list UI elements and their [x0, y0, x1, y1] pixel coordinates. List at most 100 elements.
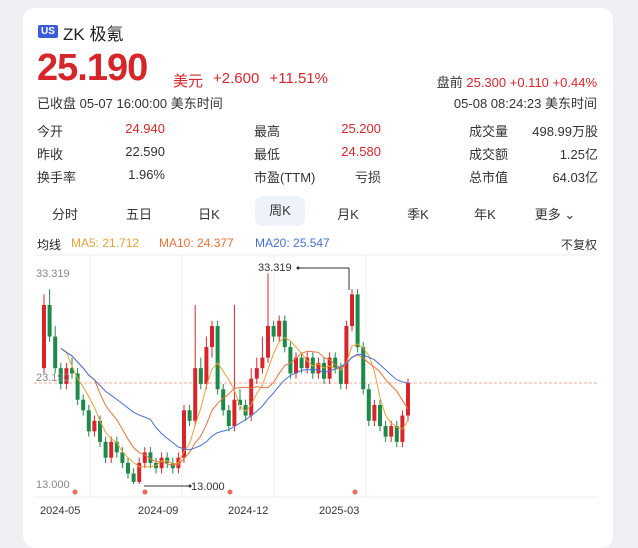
tab-3[interactable]: 周K	[255, 196, 305, 226]
candle-body	[204, 347, 209, 384]
premarket-price: 25.300	[466, 75, 507, 90]
candle-body	[98, 420, 102, 442]
candle-body	[64, 368, 69, 384]
y-high-label: 33.319	[36, 268, 70, 280]
stat-value: 1.96%	[128, 167, 165, 182]
candle-body	[277, 320, 282, 337]
candle-body	[58, 368, 63, 384]
candle-body	[294, 357, 298, 374]
stat-label: 最高	[254, 124, 281, 139]
candle-body	[344, 326, 349, 384]
premarket-change: +0.110	[509, 75, 549, 90]
market-status: 已收盘 05-07 16:00:00 美东时间	[37, 96, 223, 111]
candle-body	[215, 326, 220, 390]
candle-body	[406, 382, 410, 416]
adjust-toggle[interactable]: 不复权	[560, 238, 597, 252]
stat-value: 64.03亿	[552, 170, 598, 185]
candle-body	[389, 426, 394, 437]
candle-body	[221, 389, 226, 411]
premarket-quote: 盘前 25.300 +0.110 +0.44%	[437, 72, 597, 91]
stat-label: 昨收	[37, 147, 64, 162]
candle-body	[350, 294, 354, 327]
premarket-label: 盘前	[436, 75, 463, 90]
candle-body	[378, 405, 382, 427]
tab-2[interactable]: 日K	[198, 207, 220, 222]
candle-body	[159, 457, 164, 469]
candle-body	[361, 347, 366, 390]
candle-body	[305, 357, 310, 369]
tab-5[interactable]: 季K	[407, 207, 429, 222]
stat-value: 25.200	[341, 121, 381, 136]
max-marker-label: 33.319	[258, 262, 292, 274]
candle-body	[260, 357, 265, 369]
candle-body	[355, 294, 360, 348]
candle-body	[81, 399, 86, 411]
ma20-line	[60, 347, 409, 451]
x-axis-label: 2025-03	[319, 505, 359, 517]
candle-body	[92, 420, 97, 432]
stat-value: 1.25亿	[559, 147, 598, 162]
candle-body	[232, 399, 237, 427]
candle-body	[120, 452, 125, 463]
candle-body	[86, 410, 91, 432]
stat-value: 24.940	[125, 121, 165, 136]
stock-name: ZK 极氪	[63, 25, 124, 44]
candle-body	[75, 373, 80, 400]
market-badge: US	[38, 25, 58, 38]
candle-body	[42, 304, 46, 369]
candle-body	[254, 368, 259, 379]
candle-body	[249, 378, 254, 416]
y-low-label: 13.000	[36, 479, 70, 491]
ma-label: 均线	[37, 238, 62, 252]
tab-4[interactable]: 月K	[337, 207, 359, 222]
stat-label: 市盈(TTM)	[254, 170, 316, 185]
candle-body	[53, 336, 58, 369]
candle-body	[238, 399, 242, 406]
last-price: 25.190	[37, 47, 148, 89]
stat-value: 亏损	[354, 170, 381, 185]
event-dot	[227, 489, 233, 495]
x-axis-label: 2024-09	[138, 505, 178, 517]
candle-body	[394, 426, 399, 442]
premarket-time: 05-08 08:24:23 美东时间	[453, 96, 597, 111]
ma10-value: MA10: 24.377	[159, 236, 234, 250]
candle-body	[187, 410, 192, 421]
change-value: +2.600	[213, 70, 260, 87]
x-axis-label: 2024-05	[40, 505, 80, 517]
ma20-value: MA20: 25.547	[255, 236, 330, 250]
candle-body	[316, 362, 321, 374]
stat-value: 22.590	[125, 144, 165, 159]
candle-body	[109, 441, 114, 458]
candle-body	[193, 368, 198, 421]
tab-6[interactable]: 年K	[474, 207, 496, 222]
tab-7[interactable]: 更多 ⌄	[534, 207, 576, 222]
candle-body	[198, 368, 203, 384]
tab-1[interactable]: 五日	[125, 207, 152, 222]
change-pct: +11.51%	[269, 70, 328, 87]
min-marker-dot	[188, 484, 192, 488]
stat-label: 换手率	[37, 170, 77, 185]
candle-body	[103, 441, 108, 458]
tab-0[interactable]: 分时	[51, 207, 78, 222]
candle-body	[210, 326, 214, 348]
candle-body	[137, 462, 142, 482]
candle-body	[47, 304, 52, 337]
stat-value: 498.99万股	[532, 124, 598, 139]
ma5-value: MA5: 21.712	[71, 236, 140, 250]
candle-body	[114, 441, 119, 453]
candle-body	[299, 357, 304, 369]
x-axis-label: 2024-12	[228, 505, 268, 517]
candle-body	[126, 462, 130, 474]
event-dot	[72, 489, 78, 495]
price-change: +2.600 +11.51%	[213, 70, 328, 87]
currency: 美元	[173, 73, 204, 90]
stat-label: 最低	[254, 147, 281, 162]
candle-body	[327, 357, 332, 379]
candle-body	[333, 357, 338, 369]
stat-label: 今开	[37, 124, 64, 139]
candle-body	[372, 405, 377, 421]
candle-body	[226, 410, 231, 427]
candle-body	[338, 368, 343, 384]
ma5-line	[60, 337, 409, 468]
y-mid-label: 23.190	[36, 372, 70, 384]
